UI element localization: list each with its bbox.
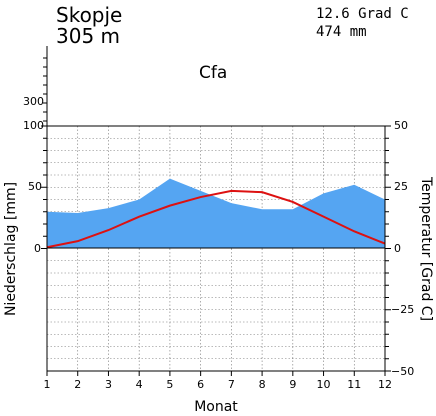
station-name: Skopje (56, 3, 122, 27)
x-tick-label: 9 (289, 378, 296, 391)
left-tick-label-0: 0 (34, 242, 41, 255)
upper-precip-scale: 300 (23, 46, 48, 126)
axis-ticks (41, 125, 391, 376)
right-tick-label-minus50: −50 (391, 365, 414, 378)
mean-temperature: 12.6 Grad C (316, 6, 409, 22)
x-tick-label: 11 (347, 378, 361, 391)
left-tick-label-100: 100 (23, 119, 44, 132)
x-tick-label: 10 (317, 378, 331, 391)
x-tick-label: 6 (197, 378, 204, 391)
x-axis-title: Monat (194, 399, 238, 415)
x-tick-labels: 1 2 3 4 5 6 7 8 9 10 11 12 (44, 378, 393, 391)
x-tick-label: 3 (105, 378, 112, 391)
x-tick-label: 4 (136, 378, 143, 391)
upper-tick-label-300: 300 (23, 95, 44, 108)
right-axis-title: Temperatur [Grad C] (418, 176, 434, 321)
annual-precipitation: 474 mm (316, 24, 367, 40)
x-tick-label: 12 (378, 378, 392, 391)
precipitation-area (47, 178, 385, 249)
x-tick-label: 5 (166, 378, 173, 391)
station-elevation: 305 m (56, 24, 120, 48)
x-tick-label: 2 (74, 378, 81, 391)
left-tick-label-50: 50 (28, 180, 42, 193)
temperature-line (46, 189, 386, 249)
right-tick-label-50: 50 (394, 119, 408, 132)
right-tick-label-minus25: −25 (391, 303, 414, 316)
x-tick-label: 8 (259, 378, 266, 391)
left-axis-title: Niederschlag [mm] (3, 182, 19, 316)
climate-classification: Cfa (199, 63, 227, 83)
x-tick-label: 1 (44, 378, 51, 391)
right-tick-label-25: 25 (394, 180, 408, 193)
right-tick-label-0: 0 (394, 242, 401, 255)
x-tick-label: 7 (228, 378, 235, 391)
